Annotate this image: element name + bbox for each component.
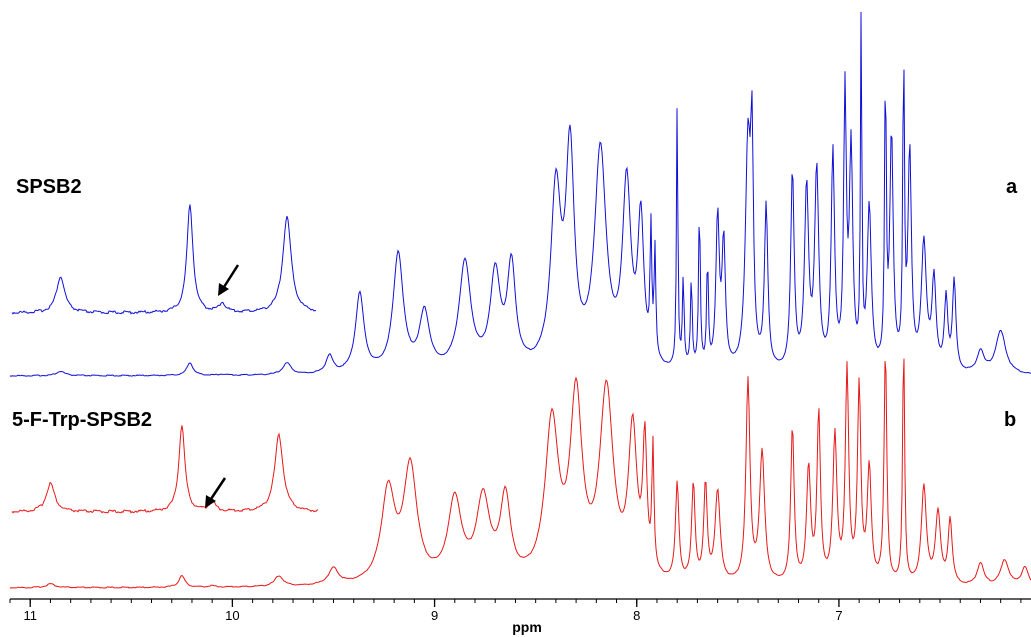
x-axis: 11 10 9 8 7 xyxy=(9,598,1031,623)
x-tick-label: 10 xyxy=(225,608,239,623)
panel-letter-b: b xyxy=(1004,409,1016,431)
spectra-traces xyxy=(9,11,1031,589)
spectrum-trace-spsb2 xyxy=(9,11,1031,377)
label-spsb2: SPSB2 xyxy=(16,176,82,198)
arrow-icon-b xyxy=(205,477,227,508)
x-axis-title: ppm xyxy=(512,619,542,635)
x-tick-label: 9 xyxy=(431,608,438,623)
label-5f-trp-spsb2: 5-F-Trp-SPSB2 xyxy=(12,409,152,431)
panel-letter-a: a xyxy=(1006,176,1018,198)
x-tick-label: 11 xyxy=(23,608,37,623)
spectrum-inset-spsb2 xyxy=(11,204,317,315)
x-tick-label: 8 xyxy=(633,608,640,623)
arrow-icon-a xyxy=(218,264,240,296)
x-tick-label: 7 xyxy=(835,608,842,623)
spectrum-inset-5f-trp-spsb2 xyxy=(11,425,319,514)
spectrum-trace-5f-trp-spsb2 xyxy=(9,358,1031,589)
